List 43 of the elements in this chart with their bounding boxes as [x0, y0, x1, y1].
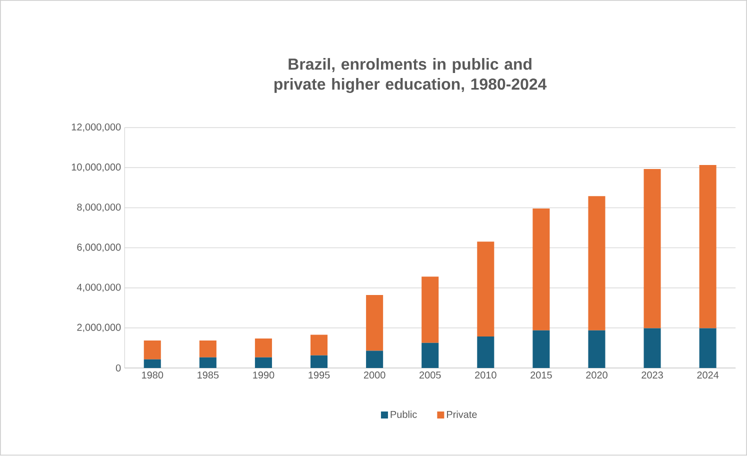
x-tick-label: 1980: [142, 372, 164, 379]
bar: [699, 165, 716, 329]
bar: [144, 340, 161, 360]
bar: [532, 208, 550, 331]
bar: [254, 338, 272, 358]
bar: [310, 334, 328, 356]
bar: [477, 242, 494, 337]
x-tick-label: 2005: [420, 372, 441, 379]
y-tick-label: 8,000,000: [77, 204, 121, 212]
x-tick-label: 2020: [586, 372, 608, 379]
x-tick-label: 2024: [697, 372, 719, 379]
bar: [588, 330, 606, 368]
bar: [199, 340, 216, 358]
x-tick-label: 1990: [253, 372, 274, 379]
bar: [644, 169, 661, 329]
y-tick-label: 2,000,000: [77, 324, 121, 332]
bar: [644, 328, 661, 368]
y-tick-label: 4,000,000: [76, 284, 121, 292]
x-tick-label: 2000: [364, 372, 386, 379]
bar: [310, 356, 328, 368]
x-tick-label: 2023: [642, 372, 663, 379]
bar: [144, 360, 161, 368]
bar: [477, 336, 494, 368]
x-tick-label: 1985: [198, 372, 219, 379]
x-tick-label: 2010: [475, 372, 496, 379]
bar: [254, 358, 272, 368]
bar: [422, 276, 439, 344]
bar: [366, 295, 384, 351]
bar: [588, 196, 606, 331]
chart-title: Brazil, enrolments in public and private higher education, 1980-2024: [274, 58, 547, 94]
bar: [422, 343, 439, 368]
y-tick-label: 6,000,000: [77, 244, 121, 252]
x-tick-label: 1995: [308, 372, 330, 379]
y-tick-label: 12,000,000: [72, 124, 121, 132]
legend-label: Public: [390, 410, 417, 418]
bar: [699, 328, 716, 368]
bar: [366, 350, 384, 368]
y-tick-label: 10,000,000: [72, 164, 121, 172]
y-tick-label: 0: [116, 364, 121, 372]
x-tick-label: 2015: [530, 372, 552, 379]
bar: [532, 330, 550, 368]
legend-label: Private: [446, 410, 477, 418]
bar: [199, 358, 216, 368]
